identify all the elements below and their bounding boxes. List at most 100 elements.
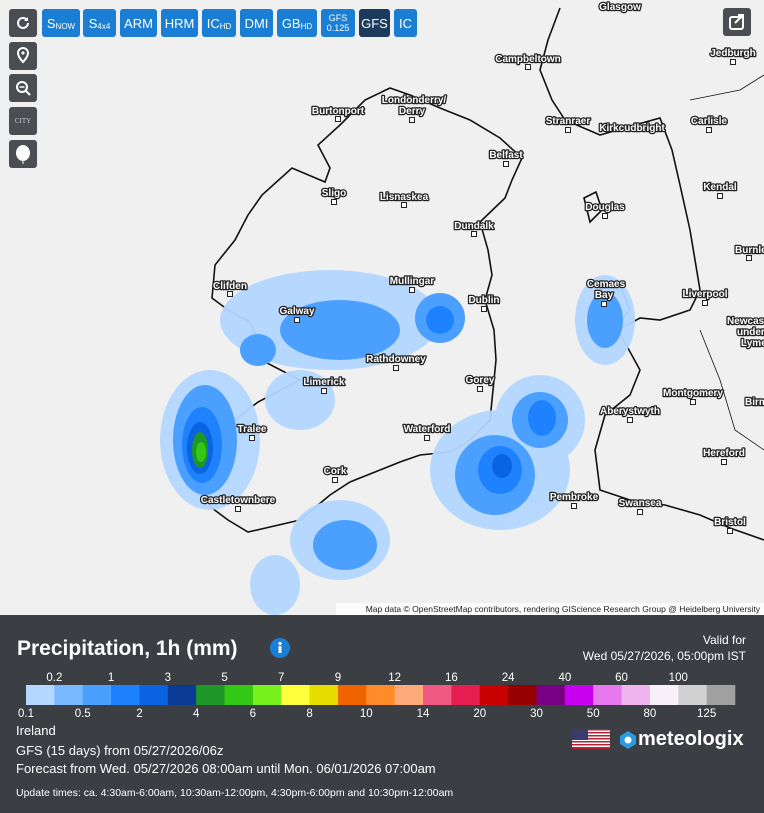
place-marker [637,509,643,515]
place-marker [481,306,487,312]
model-button[interactable]: DMI [240,9,273,37]
button-subscript: NOW [55,21,76,31]
zoom-icon [16,81,31,96]
button-label: GFS [328,13,348,23]
model-button[interactable]: IC [394,9,417,37]
place-marker [393,365,399,371]
scale-label-lower: 2 [136,708,142,720]
scale-label-lower: 10 [360,708,373,720]
valid-label: Valid for [702,633,746,647]
place-label: Cork [324,466,347,477]
place-marker [503,161,509,167]
scale-label-lower: 125 [697,708,716,720]
place-label: Douglas [585,202,625,213]
place-label: Carlisle [691,116,728,127]
scale-label-upper: 16 [445,672,458,684]
button-label: S [46,15,56,31]
place-label: Sligo [322,188,346,199]
place-label: Derry [399,106,426,117]
coastline [189,7,764,541]
legend-title: Precipitation, 1h (mm) [17,637,238,660]
place-marker [409,117,415,123]
button-subscript: 4x4 [97,21,111,31]
forecast-range: Forecast from Wed. 05/27/2026 08:00am un… [16,761,436,776]
scale-swatch [196,685,225,705]
legend-panel: Precipitation, 1h (mm) Valid for Wed 05/… [0,615,764,813]
scale-swatch [593,685,622,705]
share-button[interactable] [723,8,751,36]
place-label: Burtonport [312,106,365,117]
button-label: IC [206,15,220,31]
place-marker [727,528,733,534]
share-icon [729,14,744,30]
model-button[interactable]: GFS 0.125 [321,9,355,37]
attribution: Map data © OpenStreetMap contributors, r… [366,604,761,614]
button-subscript: HD [219,21,232,31]
button-subscript: 0.125 [326,23,350,33]
zoom-button[interactable] [9,74,37,102]
scale-swatch [564,685,594,705]
place-label: Mullingar [390,276,435,287]
location-button[interactable] [9,42,37,70]
model-button[interactable]: HRM [161,9,198,37]
place-marker [424,435,430,441]
button-label: S [88,15,98,31]
balloon-button[interactable] [9,140,37,168]
map: Map data © OpenStreetMap contributors, r… [0,0,764,615]
place-label: under- [737,327,764,338]
model-button[interactable]: IC HD [202,9,236,37]
region: Ireland [16,723,56,738]
precipitation [160,270,635,615]
scale-label-upper: 60 [615,672,628,684]
button-subscript: HD [300,21,313,31]
place-label: Waterford [404,424,451,435]
scale-label-upper: 40 [558,672,571,684]
scale-swatch [536,685,566,705]
scale-swatch [54,685,84,705]
place-marker [471,231,477,237]
button-label: GB [281,15,301,31]
place-marker [335,116,341,122]
scale-swatch [139,685,169,705]
update-times: Update times: ca. 4:30am-6:00am, 10:30am… [16,787,454,799]
scale-swatch [423,685,452,705]
place-marker [321,388,327,394]
place-label: Jedburgh [710,48,756,59]
place-marker [401,202,407,208]
button-label: DMI [244,15,269,31]
scale-swatch [252,685,282,705]
refresh-button[interactable] [9,9,37,37]
scale-swatch [167,685,197,705]
place-marker [601,301,607,307]
place-label: Liverpool [682,289,727,300]
info-icon[interactable] [270,638,290,658]
scale-label-upper: 24 [502,672,515,684]
model-button[interactable]: GB HD [277,9,317,37]
scale-swatch [706,685,736,705]
scale-swatch [111,685,140,705]
place-marker [227,291,233,297]
scale-swatch [678,685,707,705]
brand-logo [620,731,636,749]
place-label: Campbeltown [495,54,561,65]
model-button[interactable]: GFS [359,9,390,37]
button-label: IC [399,15,412,31]
button-label: HRM [164,15,195,31]
scale-label-upper: 0.2 [46,672,62,684]
place-label: Gorey [466,375,495,386]
places: Glasgow Campbeltown Jedburgh Burtonport Lond… [199,1,764,534]
us-flag [572,729,610,749]
model-button[interactable]: ARM [120,9,157,37]
place-label: Galway [279,306,314,317]
place-marker [730,59,736,65]
place-label: Stranraer [546,116,591,127]
place-label: Cemaes [587,279,626,290]
model-button[interactable]: S 4x4 [83,9,116,37]
model-button[interactable]: S NOW [42,9,80,37]
city-button[interactable]: CITY [9,107,37,135]
scale-swatch [621,685,651,705]
scale-swatch [26,685,55,705]
valid-time: Wed 05/27/2026, 05:00pm IST [582,649,746,663]
place-label: Dublin [468,295,499,306]
